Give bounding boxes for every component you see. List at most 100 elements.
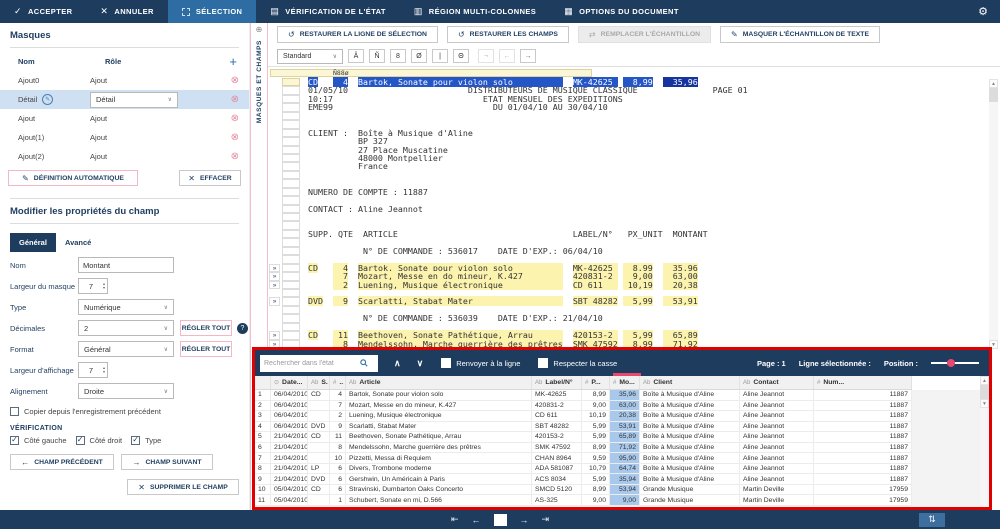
document-line[interactable]: N° DE COMMANDE : 536039 DATE D'EXP.: 21/… [269, 314, 748, 323]
document-options-button[interactable]: ▦ OPTIONS DU DOCUMENT [550, 0, 693, 23]
table-row[interactable]: 9 21/04/2010 DVD 6 Gershwin, Un Américain à … [255, 474, 912, 485]
line-selector-box[interactable] [282, 280, 300, 289]
name-field[interactable] [78, 257, 174, 273]
search-next-button[interactable]: ∨ [416, 357, 424, 368]
tab-advanced[interactable]: Avancé [64, 238, 92, 247]
table-row[interactable]: 2 06/04/2010 7 Mozart, Messe en do mineur, … [255, 400, 912, 412]
document-line[interactable]: SUPP. QTE ARTICLE LABEL/N° PX_UNIT MONTA… [269, 230, 748, 239]
line-selector-box[interactable] [282, 86, 300, 95]
tab-general[interactable]: Général [10, 233, 56, 252]
mask-char-button[interactable]: Ø [411, 49, 427, 63]
grid-column-header[interactable]: # Num... [814, 376, 912, 389]
scrollbar-thumb[interactable] [980, 385, 989, 399]
grid-column-header[interactable]: Ab Article [346, 376, 532, 389]
document-line[interactable]: 27 Place Muscatine [269, 145, 748, 154]
document-line[interactable] [269, 179, 748, 188]
type-select[interactable]: Numérique ∨ [78, 299, 174, 315]
document-line[interactable]: France [269, 162, 748, 171]
document-line[interactable]: NUMERO DE COMPTE : 11887 [269, 187, 748, 197]
scrollbar-thumb[interactable] [989, 88, 998, 102]
document-line[interactable]: » 7 Mozart, Messe en do mineur, K.427 42… [269, 271, 748, 282]
format-select[interactable]: Général ∨ [78, 341, 174, 357]
table-row[interactable]: 3 06/04/2010 2 Luening, Musique électroniqu… [255, 411, 912, 422]
stepper-arrows-icon[interactable]: ▴ ▾ [102, 281, 105, 290]
accept-button[interactable]: ✓ ACCEPTER [0, 0, 86, 23]
next-field-button[interactable]: → CHAMP SUIVANT [121, 454, 213, 470]
document-line[interactable] [269, 120, 748, 129]
mask-char-button[interactable]: 8 [390, 49, 406, 63]
slider-handle[interactable] [947, 359, 955, 367]
type-checkbox[interactable] [131, 436, 141, 445]
line-selector-box[interactable] [282, 213, 300, 222]
set-all-format-button[interactable]: RÉGLER TOUT [180, 341, 232, 357]
state-verification-button[interactable]: ▤ VÉRIFICATION DE L'ÉTAT [256, 0, 400, 23]
table-row[interactable]: 8 21/04/2010 LP 6 Divers, Trombone moderne AD… [255, 463, 912, 475]
grid-column-header[interactable]: Ab Contact [740, 376, 814, 389]
decimals-select[interactable]: 2 ∨ [78, 320, 174, 336]
line-selector-box[interactable] [282, 128, 300, 138]
delete-mask-icon[interactable]: ⊗ [230, 75, 239, 86]
alignment-select[interactable]: Droite ∨ [78, 383, 174, 399]
search-previous-button[interactable]: ∧ [394, 357, 401, 368]
document-line[interactable]: » DVD 9 Scarlatti, Stabat Mater SBT 48282… [269, 296, 748, 307]
table-row[interactable]: 6 21/04/2010 8 Mendelssohn, Marche guerrièr… [255, 442, 912, 454]
help-icon[interactable]: ? [237, 322, 248, 334]
next-page-button[interactable]: → [519, 514, 529, 525]
line-selector-box[interactable] [282, 255, 300, 264]
document-line[interactable] [269, 170, 748, 180]
line-selector-box[interactable] [282, 111, 300, 121]
document-line[interactable]: » 2 Luening, Musique électronique CD 611… [269, 279, 748, 290]
cancel-button[interactable]: ✕ ANNULER [86, 0, 167, 23]
grid-column-header[interactable] [255, 376, 271, 389]
line-selector-box[interactable] [282, 288, 300, 298]
delete-mask-icon[interactable]: ⊗ [230, 113, 239, 124]
display-width-stepper[interactable]: 7 ▴ ▾ [78, 362, 108, 378]
document-line[interactable] [269, 213, 748, 222]
line-selector-box[interactable] [282, 272, 300, 281]
grid-column-header[interactable]: ⊙ Date... [271, 376, 308, 389]
results-scrollbar[interactable]: ▲ ▼ [980, 376, 989, 507]
set-all-decimals-button[interactable]: RÉGLER TOUT [180, 320, 232, 336]
multicolumn-region-button[interactable]: ▥ RÉGION MULTI-COLONNES [400, 0, 550, 23]
stepper-arrows-icon[interactable]: ▴ ▾ [102, 365, 105, 374]
copy-previous-checkbox[interactable] [10, 407, 19, 416]
hide-text-sample-button[interactable]: ✎ MASQUER L'ÉCHANTILLON DE TEXTE [720, 26, 880, 43]
line-selector-box[interactable] [282, 314, 300, 323]
settings-gear-icon[interactable]: ⚙ [978, 6, 988, 18]
document-line[interactable]: BP 327 [269, 137, 748, 146]
table-row[interactable]: 7 21/04/2010 10 Pizzetti, Messa di Requiem C… [255, 453, 912, 464]
line-selector-box[interactable] [282, 137, 300, 146]
line-selector-box[interactable] [282, 196, 300, 205]
document-line[interactable]: EME99 DU 01/04/10 AU 30/04/10 [269, 103, 748, 112]
replace-sample-button[interactable]: ⇄ REMPLACER L'ÉCHANTILLON [577, 26, 712, 43]
line-selector-box[interactable] [282, 331, 300, 340]
document-line[interactable]: 10:17 ETAT MENSUEL DES EXPEDITIONS [269, 95, 748, 104]
mask-row[interactable]: Ajout0 Ajout ⊗ [0, 71, 249, 90]
line-selector-box[interactable] [282, 103, 300, 112]
last-page-button[interactable]: ⇥ [541, 514, 550, 524]
line-selector-box[interactable] [282, 238, 300, 247]
mask-row[interactable]: Ajout(2) Ajout ⊗ [0, 147, 249, 166]
search-box[interactable] [260, 354, 378, 372]
grid-column-header[interactable]: #.. [330, 376, 346, 389]
document-scrollbar[interactable]: ▲ ▼ [989, 79, 998, 349]
delete-mask-icon[interactable]: ⊗ [230, 151, 239, 162]
scroll-down-icon[interactable]: ▼ [980, 399, 989, 408]
line-selector-box[interactable] [282, 153, 300, 163]
grid-column-header[interactable]: # Mo... [610, 376, 640, 389]
document-line[interactable]: CD 4 Bartok, Sonate pour violon solo MK-… [269, 77, 748, 87]
line-selector-box[interactable] [282, 263, 300, 273]
document-line[interactable] [269, 255, 748, 264]
scroll-down-icon[interactable]: ▼ [989, 340, 998, 349]
document-line[interactable] [269, 322, 748, 332]
document-line[interactable] [269, 238, 748, 247]
restore-fields-button[interactable]: ↺ RESTAURER LES CHAMPS [446, 26, 569, 43]
first-page-button[interactable]: ⇤ [450, 514, 459, 524]
row-height-toggle-button[interactable]: ⇅ [919, 512, 945, 527]
page-number-box[interactable] [493, 513, 507, 526]
document-line[interactable] [269, 111, 748, 121]
mask-char-button[interactable]: Â [348, 49, 364, 63]
position-slider[interactable] [931, 359, 979, 367]
delete-field-button[interactable]: ✕ SUPPRIMER LE CHAMP [127, 479, 239, 495]
scroll-up-icon[interactable]: ▲ [989, 79, 998, 88]
